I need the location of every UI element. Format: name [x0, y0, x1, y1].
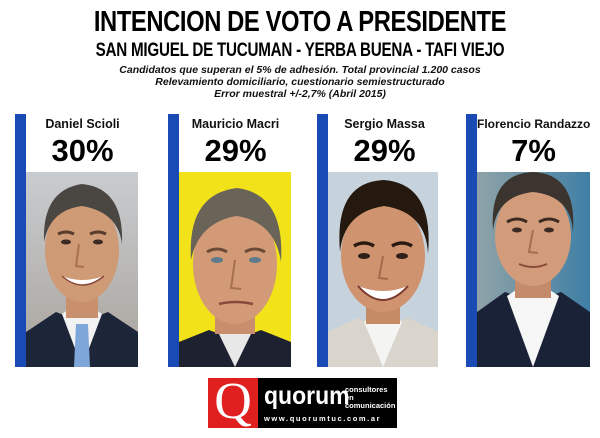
survey-notes: Candidatos que superan el 5% de adhesión…: [0, 64, 600, 100]
survey-note: Error muestral +/-2,7% (Abril 2015): [214, 88, 386, 100]
candidate-name: Sergio Massa: [344, 117, 425, 131]
survey-note: Relevamiento domiciliario, cuestionario …: [155, 76, 445, 88]
accent-bar: [466, 114, 477, 367]
candidate-panel-randazzo: Florencio Randazzo 7%: [466, 114, 590, 367]
candidate-panel-macri: Mauricio Macri 29%: [168, 114, 292, 367]
candidate-percent: 29%: [353, 133, 416, 168]
logo-tagline-2: en comunicación: [345, 393, 396, 410]
logo-tagline-1: consultores: [345, 385, 388, 394]
candidate-name: Daniel Scioli: [45, 117, 120, 131]
logo-url: www.quorumtuc.com.ar: [264, 414, 382, 423]
accent-bar: [168, 114, 179, 367]
survey-note: Candidatos que superan el 5% de adhesión…: [119, 64, 481, 76]
logo-brand: quorum: [264, 382, 350, 410]
logo-q-icon: Q: [214, 373, 252, 430]
candidate-name: Florencio Randazzo: [477, 117, 591, 131]
logo-q-box: Q: [208, 374, 258, 430]
candidate-photo: [328, 172, 438, 367]
candidate-panel-massa: Sergio Massa 29%: [317, 114, 439, 367]
accent-bar: [317, 114, 328, 367]
candidate-photo: [477, 172, 590, 367]
logo-tagline: consultores en comunicación: [345, 386, 397, 410]
candidate-percent: 29%: [204, 133, 267, 168]
quorum-logo: Q quorum consultores en comunicación www…: [208, 374, 397, 430]
candidate-name: Mauricio Macri: [191, 117, 280, 131]
page-title: INTENCION DE VOTO A PRESIDENTE: [93, 6, 507, 38]
candidate-photo: [26, 172, 138, 367]
candidate-photo: [179, 172, 291, 367]
accent-bar: [15, 114, 26, 367]
candidate-percent: 7%: [511, 133, 556, 168]
candidate-percent: 30%: [51, 133, 114, 168]
candidate-panel-scioli: Daniel Scioli 30%: [15, 114, 139, 367]
page-subtitle: SAN MIGUEL DE TUCUMAN - YERBA BUENA - TA…: [95, 40, 505, 61]
